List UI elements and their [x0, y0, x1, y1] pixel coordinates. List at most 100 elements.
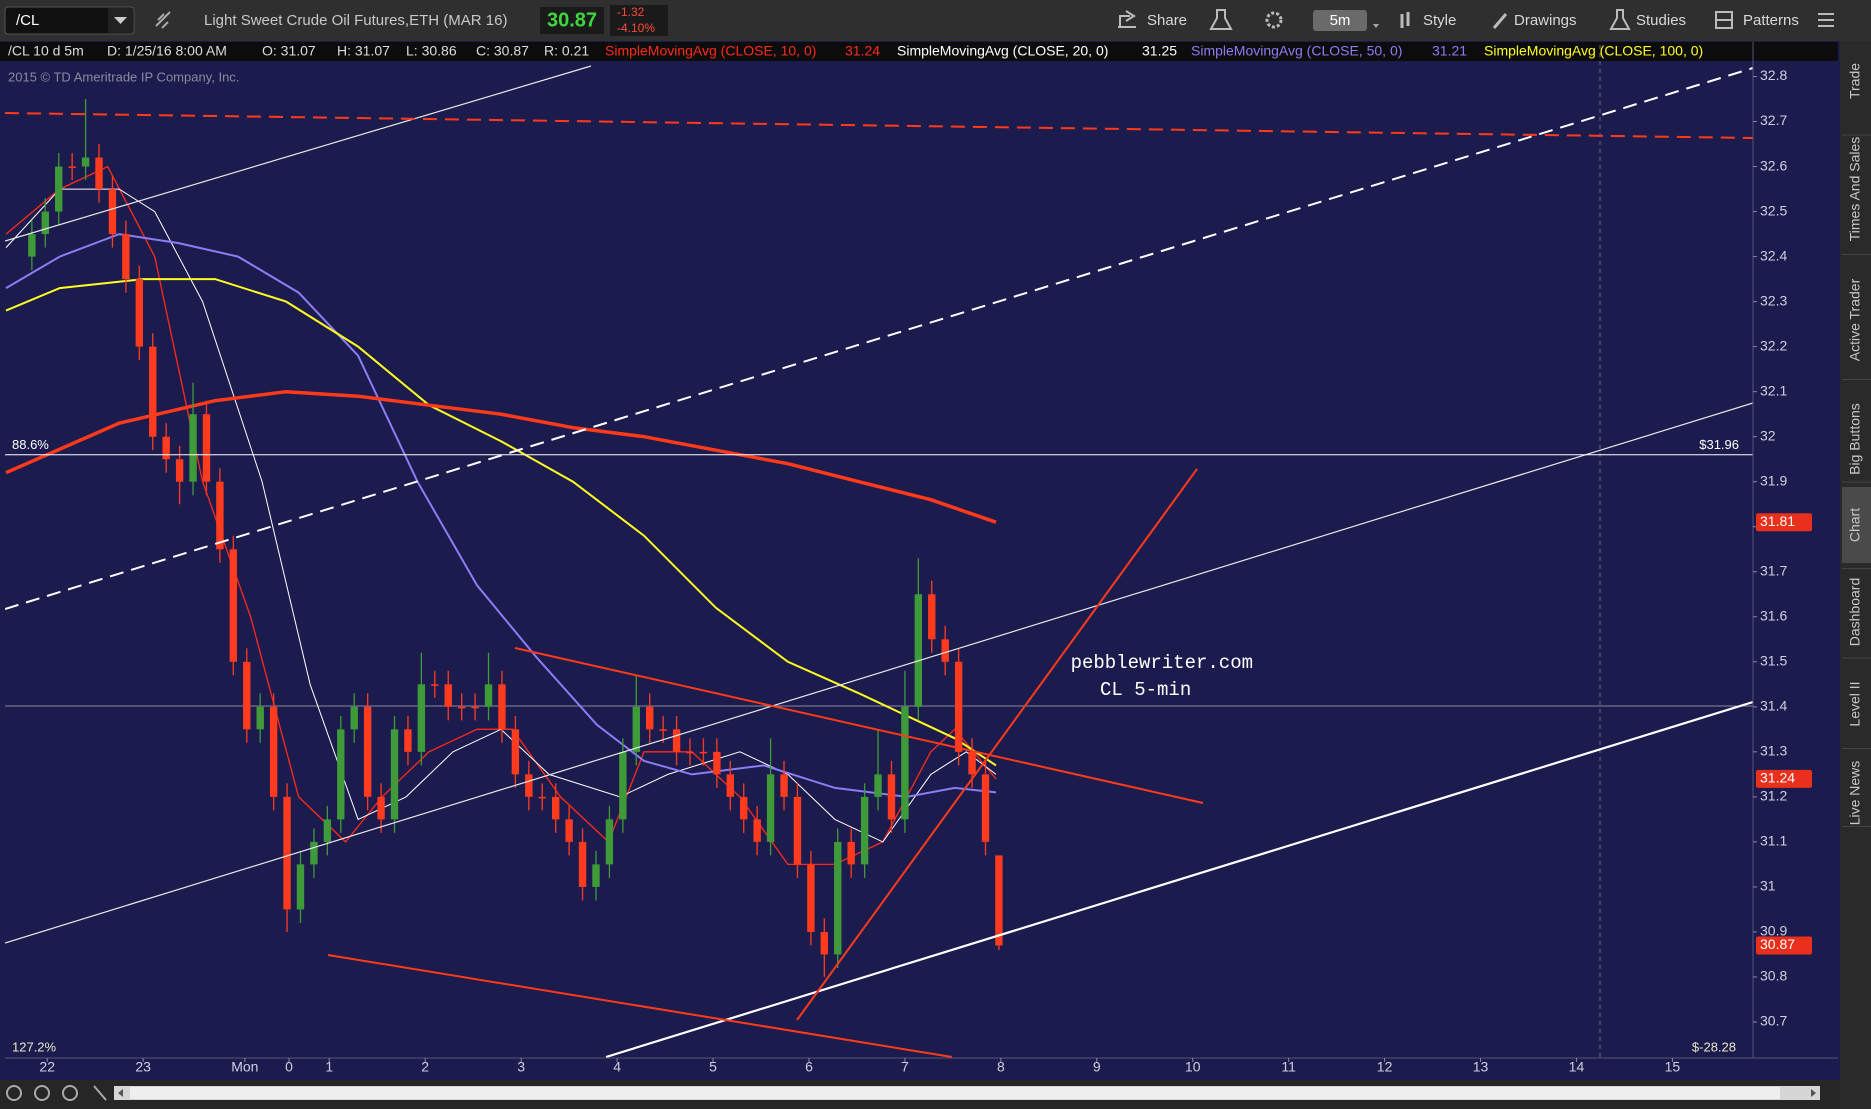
x-tick-label: 11 — [1281, 1059, 1296, 1075]
copyright: 2015 © TD Ameritrade IP Company, Inc. — [8, 69, 239, 84]
zoom-in[interactable] — [6, 1085, 22, 1101]
x-tick-label: Mon — [231, 1059, 258, 1075]
change: -1.32 — [617, 5, 645, 19]
candle-body — [457, 706, 466, 709]
patterns-icon[interactable] — [1715, 11, 1733, 29]
sidebar-tab[interactable]: Dashboard — [1847, 578, 1863, 647]
sidebar-tab[interactable]: Level II — [1847, 681, 1863, 726]
candle-body — [592, 864, 600, 887]
dropdown-arrow — [1373, 24, 1379, 28]
candle-body — [431, 684, 439, 686]
candle-body — [444, 684, 452, 707]
scroll-thumb[interactable] — [130, 1087, 1780, 1099]
candle-body — [941, 639, 949, 662]
studies-button[interactable]: Studies — [1636, 12, 1686, 29]
candle-body — [471, 706, 479, 709]
candle-body — [377, 796, 385, 820]
symbol-box[interactable] — [4, 6, 135, 35]
trendline — [5, 67, 1753, 610]
y-tick-label: 31.4 — [1760, 698, 1787, 714]
zoom-out[interactable] — [34, 1085, 50, 1101]
sidebar-tab[interactable]: Trade — [1847, 63, 1863, 99]
price-flag — [1756, 769, 1812, 788]
candle-body — [713, 751, 721, 775]
sidebar-tab[interactable]: Chart — [1847, 508, 1863, 542]
y-tick-label: 31.9 — [1760, 472, 1787, 488]
drawings-button[interactable]: Drawings — [1514, 12, 1577, 29]
x-tick-label: 22 — [39, 1059, 55, 1075]
trendline — [327, 954, 953, 1058]
studies-icon[interactable] — [1609, 9, 1631, 30]
dropdown-arrow — [114, 17, 127, 24]
active-tab[interactable] — [1842, 487, 1871, 563]
x-tick-label: 12 — [1377, 1059, 1393, 1075]
watermark: CL 5-min — [1100, 679, 1191, 701]
legend: SimpleMovingAvg (CLOSE, 10, 0) 31.24 Simpl… — [605, 43, 1703, 59]
link-icon[interactable] — [155, 11, 171, 29]
legend-name: SimpleMovingAvg (CLOSE, 100, 0) — [1484, 43, 1703, 59]
candle-body — [296, 864, 305, 910]
candle-body — [928, 594, 936, 640]
legend-name: SimpleMovingAvg (CLOSE, 10, 0) — [605, 43, 816, 59]
last-box — [540, 7, 604, 34]
price-flag-label: 31.24 — [1760, 770, 1795, 786]
legend-value: 31.24 — [845, 43, 880, 59]
candle-body — [202, 414, 211, 482]
y-tick-label: 32.1 — [1760, 382, 1787, 398]
info-low: L: 30.86 — [406, 43, 457, 59]
timeframe-box[interactable] — [1313, 10, 1367, 31]
lab-icon[interactable] — [1209, 9, 1233, 30]
moving-average — [5, 233, 997, 798]
candle-body — [135, 279, 144, 347]
timeframe: 5m — [1330, 12, 1351, 29]
share-button[interactable]: Share — [1147, 12, 1187, 29]
x-tick-label: 0 — [285, 1059, 293, 1075]
candle-body — [417, 684, 426, 752]
sidebar-tab[interactable]: Times And Sales — [1847, 137, 1863, 242]
candle-body — [283, 796, 291, 910]
candle-body — [350, 706, 358, 730]
style-button[interactable]: Style — [1423, 12, 1456, 29]
candle-body — [28, 234, 36, 257]
sidebar-tab[interactable]: Big Buttons — [1847, 403, 1863, 475]
share-icon[interactable] — [1118, 10, 1136, 28]
trendline — [5, 112, 1753, 139]
y-tick-label: 31.1 — [1760, 833, 1787, 849]
candle-body — [498, 684, 506, 730]
legend-value: 31.25 — [1142, 43, 1177, 59]
fib-bottom-price: $-28.28 — [1692, 1039, 1736, 1054]
candle-body — [390, 729, 399, 820]
settings-icon[interactable] — [1265, 11, 1283, 29]
candle-body — [565, 819, 573, 842]
candle-body — [122, 234, 130, 280]
info-high: H: 31.07 — [337, 43, 390, 59]
sidebar-tab[interactable]: Live News — [1847, 761, 1863, 826]
y-tick-label: 30.9 — [1760, 923, 1787, 939]
candle-body — [484, 684, 493, 707]
y-tick-label: 31.6 — [1760, 607, 1787, 623]
trendline — [605, 700, 1753, 1058]
zoom-reset[interactable] — [62, 1085, 78, 1101]
y-tick-label: 31.7 — [1760, 562, 1787, 578]
style-icon[interactable] — [1400, 12, 1410, 28]
x-tick-label: 5 — [709, 1059, 717, 1075]
candle-body — [740, 796, 748, 820]
candle-body — [216, 481, 224, 550]
drawings-icon[interactable] — [1492, 13, 1508, 29]
y-tick-label: 30.8 — [1760, 968, 1787, 984]
sidebar-tab[interactable]: Active Trader — [1847, 278, 1863, 361]
candle-body — [793, 796, 802, 865]
last-price: 30.87 — [547, 9, 597, 31]
candles — [28, 99, 1003, 977]
x-tick-label: 2 — [421, 1059, 429, 1075]
candle-body — [175, 459, 184, 482]
y-tick-label: 32.2 — [1760, 337, 1787, 353]
fib-ratio: 88.6% — [12, 437, 49, 452]
candle-body — [968, 751, 976, 775]
menu-icon[interactable] — [1818, 13, 1834, 27]
candle-body — [753, 819, 761, 842]
pan-tool[interactable] — [93, 1085, 107, 1101]
candle-body — [646, 706, 654, 730]
patterns-button[interactable]: Patterns — [1743, 12, 1799, 29]
candle-body — [363, 706, 372, 797]
